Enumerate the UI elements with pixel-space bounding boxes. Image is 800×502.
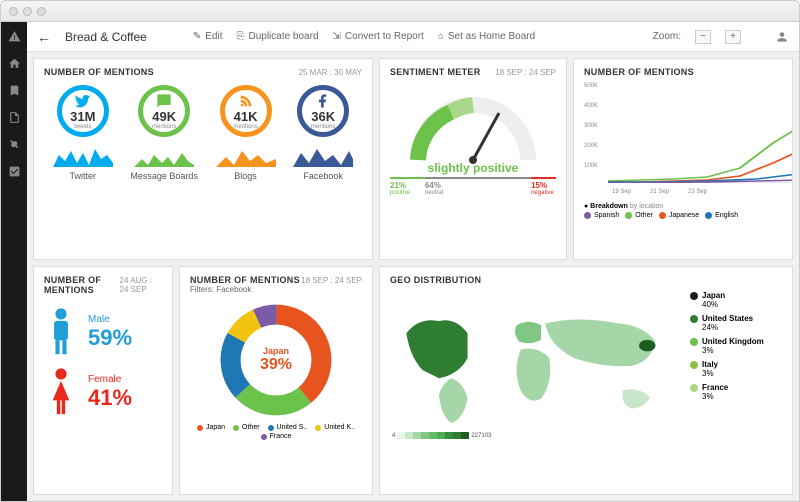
geo-legend: Japan40% United States24% United Kingdom3%… — [690, 291, 782, 441]
zoom-in-button[interactable]: + — [725, 30, 741, 44]
legend-item: Other — [233, 424, 260, 431]
doc-icon[interactable] — [8, 111, 21, 124]
traffic-dot — [23, 7, 32, 16]
legend-item: United S.. — [268, 424, 308, 431]
legend-item: Japanese — [659, 212, 699, 219]
zoom-label: Zoom: — [653, 31, 681, 42]
bookmark-icon[interactable] — [8, 84, 21, 97]
scissors-icon[interactable] — [8, 138, 21, 151]
legend-item: France — [261, 433, 292, 440]
sentiment-breakdown: 21%positive64%neutral15%negative — [390, 177, 556, 196]
twitter-icon — [75, 93, 91, 109]
geo-legend-item: United States24% — [690, 314, 782, 332]
sethome-button[interactable]: ⌂ Set as Home Board — [438, 31, 535, 42]
channel-chat[interactable]: 49Kmentions Message Boards — [130, 85, 198, 181]
legend-item: English — [705, 212, 738, 219]
trend-card: NUMBER OF MENTIONS 500K400K300K200K100K1… — [573, 58, 793, 260]
world-map: 4 227103 — [390, 291, 684, 441]
mentions-channels-card: NUMBER OF MENTIONS25 MAR : 30 MAY 31Mtwe… — [33, 58, 373, 260]
legend-item: United K.. — [315, 424, 355, 431]
gender-card: NUMBER OF MENTIONS24 AUG : 24 SEP Male59… — [33, 266, 173, 495]
sentiment-card: SENTIMENT METER18 SEP : 24 SEP slightly … — [379, 58, 567, 260]
back-button[interactable]: ← — [37, 29, 51, 45]
donut-card: NUMBER OF MENTIONS18 SEP : 24 SEPFilters… — [179, 266, 373, 495]
sentiment-gauge — [403, 85, 543, 165]
window-chrome — [0, 0, 800, 22]
channel-fb[interactable]: 36Kmentions Facebook — [293, 85, 353, 181]
check-icon[interactable] — [8, 165, 21, 178]
legend-item: Spanish — [584, 212, 619, 219]
geo-legend-item: United Kingdom3% — [690, 337, 782, 355]
geo-legend-item: Japan40% — [690, 291, 782, 309]
traffic-dot — [9, 7, 18, 16]
male-row: Male59% — [44, 307, 162, 357]
geo-legend-item: France3% — [690, 383, 782, 401]
sparkline — [134, 145, 194, 167]
sparkline — [216, 145, 276, 167]
traffic-dot — [37, 7, 46, 16]
fb-icon — [315, 93, 331, 109]
trend-chart: 500K400K300K200K100K19 Sep21 Sep23 Sep — [584, 83, 782, 193]
channel-twitter[interactable]: 31Mtweets Twitter — [53, 85, 113, 181]
duplicate-button[interactable]: ⎘ Duplicate board — [236, 31, 318, 42]
alert-icon[interactable] — [8, 30, 21, 43]
donut-chart: Japan39% — [216, 300, 336, 420]
legend-item: Other — [625, 212, 653, 219]
male-icon — [44, 307, 78, 357]
geo-card: GEO DISTRIBUTION — [379, 266, 793, 495]
topbar: ← Bread & Coffee ✎ Edit ⎘ Duplicate boar… — [27, 22, 799, 52]
edit-button[interactable]: ✎ Edit — [193, 31, 223, 42]
chat-icon — [156, 93, 172, 109]
map-scale: 4 227103 — [392, 432, 491, 439]
geo-legend-item: Italy3% — [690, 360, 782, 378]
zoom-out-button[interactable]: − — [695, 30, 711, 44]
board-title: Bread & Coffee — [65, 30, 147, 44]
convert-button[interactable]: ⇲ Convert to Report — [333, 31, 424, 42]
female-row: Female41% — [44, 367, 162, 417]
legend-item: Japan — [197, 424, 225, 431]
rss-icon — [238, 93, 254, 109]
sparkline — [53, 145, 113, 167]
sidebar-rail — [1, 22, 27, 501]
sparkline — [293, 145, 353, 167]
channel-rss[interactable]: 41Kmentions Blogs — [216, 85, 276, 181]
user-icon[interactable] — [775, 30, 789, 44]
female-icon — [44, 367, 78, 417]
home-icon[interactable] — [8, 57, 21, 70]
